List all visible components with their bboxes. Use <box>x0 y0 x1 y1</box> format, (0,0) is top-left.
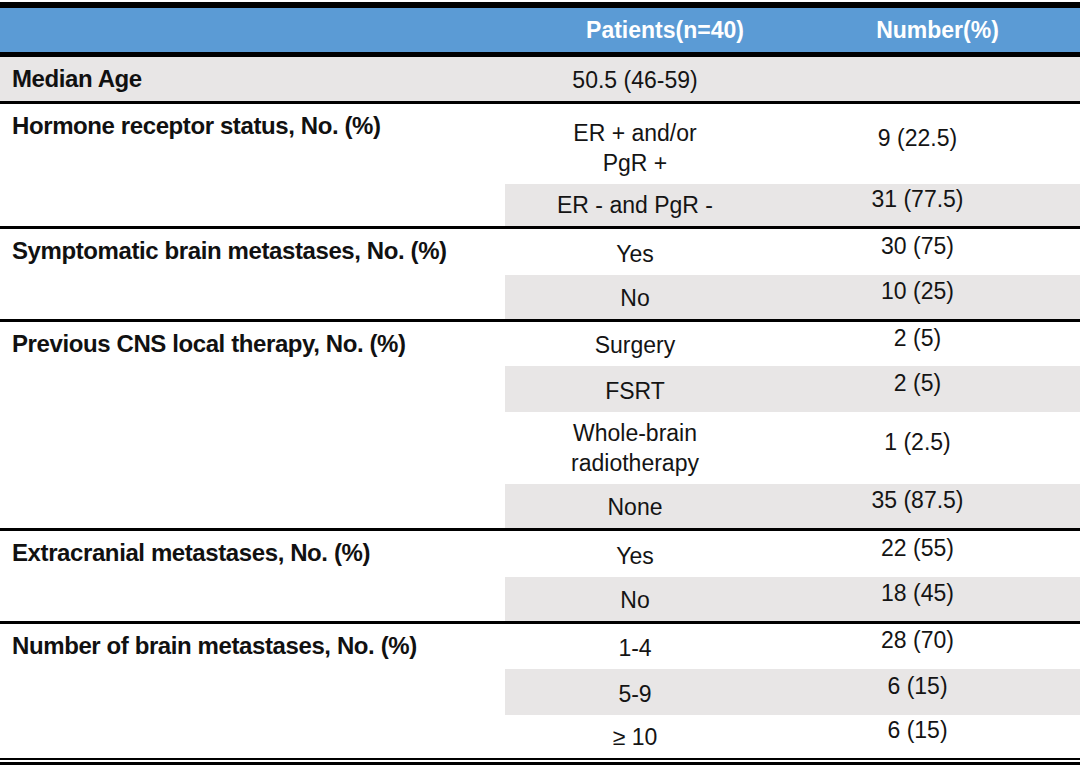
patients-value-cell: No <box>505 577 795 621</box>
table-row: Yes 22 (55) <box>505 531 1080 577</box>
group-label: Symptomatic brain metastases, No. (%) <box>0 229 505 319</box>
group-hormone-receptor-status: Hormone receptor status, No. (%) ER + an… <box>0 104 1080 226</box>
patients-value-cell: 1-4 <box>505 624 795 669</box>
table-row: 50.5 (46-59) <box>505 57 1080 101</box>
table-row: No 10 (25) <box>505 275 1080 319</box>
patients-value-line: radiotherapy <box>571 449 699 478</box>
group-label: Median Age <box>0 57 505 101</box>
header-empty-cell <box>0 8 505 52</box>
header-patients-column: Patients(n=40) <box>505 8 795 52</box>
table-row: None 35 (87.5) <box>505 484 1080 528</box>
group-label: Hormone receptor status, No. (%) <box>0 104 505 226</box>
table-row: No 18 (45) <box>505 577 1080 621</box>
patients-value-cell: FSRT <box>505 366 795 412</box>
patients-value-line: PgR + <box>603 149 668 178</box>
table-row: Surgery 2 (5) <box>505 322 1080 366</box>
table-row: 1-4 28 (70) <box>505 624 1080 669</box>
patient-characteristics-page: Patients(n=40) Number(%) Median Age 50.5… <box>0 0 1080 781</box>
group-previous-cns-local-therapy: Previous CNS local therapy, No. (%) Surg… <box>0 322 1080 528</box>
group-rows: 50.5 (46-59) <box>505 57 1080 101</box>
number-value-cell <box>795 57 1080 101</box>
number-value-cell: 30 (75) <box>795 229 1080 275</box>
patients-value-line: Whole-brain <box>573 419 697 448</box>
patients-value-cell: None <box>505 484 795 528</box>
group-label: Previous CNS local therapy, No. (%) <box>0 322 505 528</box>
number-value-cell: 9 (22.5) <box>795 104 1080 184</box>
group-extracranial-metastases: Extracranial metastases, No. (%) Yes 22 … <box>0 531 1080 621</box>
number-value-cell: 31 (77.5) <box>795 184 1080 226</box>
number-value-cell: 28 (70) <box>795 624 1080 669</box>
number-value-cell: 35 (87.5) <box>795 484 1080 528</box>
number-value-cell: 2 (5) <box>795 322 1080 366</box>
number-value-cell: 18 (45) <box>795 577 1080 621</box>
group-label: Extracranial metastases, No. (%) <box>0 531 505 621</box>
patient-characteristics-table: Patients(n=40) Number(%) Median Age 50.5… <box>0 2 1080 765</box>
patients-value-cell: ER - and PgR - <box>505 184 795 226</box>
patients-value-cell: No <box>505 275 795 319</box>
patients-value-line: ER + and/or <box>573 119 696 148</box>
group-symptomatic-brain-metastases: Symptomatic brain metastases, No. (%) Ye… <box>0 229 1080 319</box>
group-rows: Yes 30 (75) No 10 (25) <box>505 229 1080 319</box>
group-rows: Surgery 2 (5) FSRT 2 (5) Whole-brain rad… <box>505 322 1080 528</box>
bottom-rule-lower <box>0 762 1080 765</box>
patients-value-cell: ≥ 10 <box>505 715 795 758</box>
patients-value-cell: 50.5 (46-59) <box>505 57 795 101</box>
patients-value-cell: Whole-brain radiotherapy <box>505 412 795 484</box>
header-number-column: Number(%) <box>795 8 1080 52</box>
table-header-row: Patients(n=40) Number(%) <box>0 8 1080 52</box>
group-label: Number of brain metastases, No. (%) <box>0 624 505 758</box>
number-value-cell: 22 (55) <box>795 531 1080 577</box>
group-rows: ER + and/or PgR + 9 (22.5) ER - and PgR … <box>505 104 1080 226</box>
patients-value-cell: Yes <box>505 229 795 275</box>
number-value-cell: 2 (5) <box>795 366 1080 412</box>
table-row: Whole-brain radiotherapy 1 (2.5) <box>505 412 1080 484</box>
number-value-cell: 1 (2.5) <box>795 412 1080 484</box>
number-value-cell: 6 (15) <box>795 715 1080 758</box>
patients-value-cell: Surgery <box>505 322 795 366</box>
patients-value-cell: 5-9 <box>505 669 795 715</box>
group-median-age: Median Age 50.5 (46-59) <box>0 57 1080 101</box>
group-rows: Yes 22 (55) No 18 (45) <box>505 531 1080 621</box>
number-value-cell: 6 (15) <box>795 669 1080 715</box>
table-row: FSRT 2 (5) <box>505 366 1080 412</box>
patients-value-cell: Yes <box>505 531 795 577</box>
table-row: ER - and PgR - 31 (77.5) <box>505 184 1080 226</box>
table-row: ≥ 10 6 (15) <box>505 715 1080 758</box>
table-row: ER + and/or PgR + 9 (22.5) <box>505 104 1080 184</box>
number-value-cell: 10 (25) <box>795 275 1080 319</box>
table-row: Yes 30 (75) <box>505 229 1080 275</box>
group-rows: 1-4 28 (70) 5-9 6 (15) ≥ 10 6 (15) <box>505 624 1080 758</box>
patients-value-cell: ER + and/or PgR + <box>505 104 795 184</box>
group-number-of-brain-metastases: Number of brain metastases, No. (%) 1-4 … <box>0 624 1080 758</box>
table-row: 5-9 6 (15) <box>505 669 1080 715</box>
